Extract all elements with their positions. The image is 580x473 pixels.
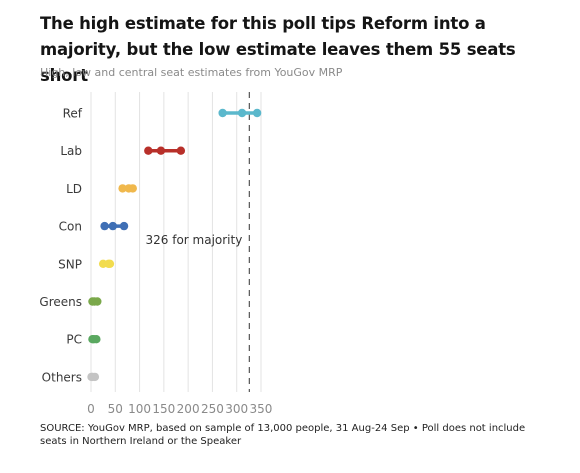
high-point xyxy=(105,259,115,268)
category-label: Ref xyxy=(63,107,83,121)
category-label: PC xyxy=(66,333,82,347)
category-label: SNP xyxy=(58,257,82,271)
x-tick-label: 200 xyxy=(177,402,200,416)
x-tick-label: 350 xyxy=(250,402,273,416)
low-point xyxy=(144,146,153,155)
central-point xyxy=(108,221,118,231)
low-point xyxy=(218,108,227,118)
category-label: Con xyxy=(59,220,82,234)
source-note: SOURCE: YouGov MRP, based on sample of 1… xyxy=(40,423,526,447)
central-point xyxy=(156,146,166,155)
high-point xyxy=(128,184,137,193)
x-tick-label: 250 xyxy=(201,402,224,416)
low-point xyxy=(100,221,109,231)
x-tick-label: 0 xyxy=(87,402,95,416)
high-point xyxy=(93,297,102,306)
high-point xyxy=(252,108,262,118)
high-point xyxy=(92,335,101,344)
low-point xyxy=(118,184,127,193)
x-tick-label: 150 xyxy=(152,402,175,416)
x-tick-label: 300 xyxy=(225,402,248,416)
chart-title: The high estimate for this poll tips Ref… xyxy=(40,14,516,85)
x-tick-label: 50 xyxy=(108,402,123,416)
category-label: Lab xyxy=(60,144,82,158)
category-label: Greens xyxy=(39,295,82,309)
category-label: LD xyxy=(66,182,82,196)
majority-label: 326 for majority xyxy=(146,233,243,247)
x-tick-label: 100 xyxy=(128,402,151,416)
high-point xyxy=(176,146,186,155)
high-point xyxy=(119,221,129,231)
chart-subtitle: High, low and central seat estimates fro… xyxy=(40,66,343,79)
high-point xyxy=(90,372,100,382)
category-label: Others xyxy=(42,370,82,384)
central-point xyxy=(237,108,247,118)
